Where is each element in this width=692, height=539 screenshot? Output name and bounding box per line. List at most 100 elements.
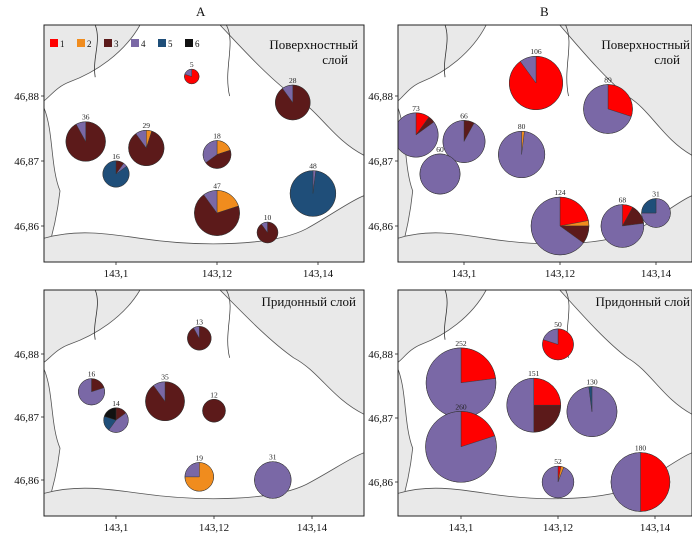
pie-outline (256, 221, 279, 244)
legend-swatch-2 (77, 39, 85, 47)
pie-chart: 48 (289, 162, 337, 217)
layer-title: Поверхностный (601, 37, 690, 52)
pie-chart: 252 (425, 339, 497, 418)
column-header-b: В (540, 4, 549, 19)
pie-count-label: 5 (190, 60, 194, 69)
pie-chart: 124 (530, 188, 590, 256)
pie-outline (102, 160, 130, 188)
pie-outline (145, 381, 185, 422)
legend-swatch-3 (104, 39, 112, 47)
pie-outline (254, 461, 292, 499)
pie-outline (641, 198, 671, 228)
y-tick-label: 46,87 (14, 412, 39, 424)
pie-chart: 52 (541, 457, 575, 499)
column-header-a: А (196, 4, 206, 19)
land-northwest (398, 25, 487, 102)
pie-chart: 10 (256, 213, 279, 244)
pie-count-label: 106 (530, 47, 542, 56)
pie-outline (289, 170, 337, 217)
pie-chart: 73 (398, 104, 439, 158)
y-tick-label: 46,87 (368, 156, 393, 168)
legend-swatch-1 (50, 39, 58, 47)
legend-swatch-6 (185, 39, 193, 47)
pie-outline (65, 121, 106, 162)
layer-title: слой (654, 52, 680, 67)
y-tick-label: 46,86 (368, 221, 393, 233)
y-tick-label: 46,86 (14, 221, 39, 233)
pie-chart: 35 (145, 373, 185, 422)
pie-chart: 29 (128, 121, 165, 167)
x-tick-label: 143,1 (449, 522, 474, 534)
pie-count-label: 151 (528, 369, 540, 378)
river-line (444, 290, 448, 340)
pie-count-label: 89 (604, 75, 612, 84)
pie-chart: 80 (498, 122, 546, 179)
pie-count-label: 47 (213, 181, 221, 190)
river-line (565, 25, 570, 97)
pie-count-label: 10 (264, 213, 272, 222)
pie-chart: 68 (600, 196, 645, 248)
pie-outline (583, 84, 633, 134)
pie-chart: 260 (425, 402, 497, 483)
pie-chart: 28 (275, 76, 311, 121)
x-tick-label: 143,14 (297, 522, 328, 534)
land-south (44, 452, 364, 516)
x-tick-label: 143,14 (303, 268, 334, 280)
panel-frame (43, 24, 365, 263)
pie-outline (600, 204, 645, 248)
pie-count-label: 18 (213, 131, 221, 140)
pie-count-label: 252 (455, 339, 467, 348)
pie-chart: 18 (202, 131, 232, 169)
river-line (226, 25, 231, 97)
x-tick-label: 143,1 (452, 268, 477, 280)
pie-chart: 180 (610, 443, 671, 512)
pie-chart: 19 (184, 453, 214, 492)
x-tick-label: 143,12 (199, 522, 229, 534)
pie-count-label: 13 (196, 317, 204, 326)
legend-label: 6 (195, 39, 200, 49)
pie-outline (530, 196, 590, 256)
legend-label: 5 (168, 39, 173, 49)
pie-outline (202, 399, 226, 423)
legend-label: 3 (114, 39, 119, 49)
y-tick-label: 46,88 (368, 349, 393, 361)
pie-outline (442, 120, 486, 163)
pie-outline (78, 378, 105, 406)
x-tick-label: 143,12 (545, 268, 575, 280)
map-panel-A-bottom: 13 16 35 12 14 19 31 Придонный слой 46,88 46,87 46… (14, 289, 365, 534)
river-line (94, 290, 98, 340)
pie-outline (275, 84, 311, 121)
pie-count-label: 180 (635, 443, 647, 452)
map-legend: 1 2 3 4 5 6 (50, 39, 200, 49)
pie-outline (419, 153, 461, 195)
pie-outline (425, 411, 497, 483)
panel-frame (397, 24, 692, 263)
land-northwest (398, 290, 487, 363)
pie-count-label: 19 (196, 453, 204, 462)
pie-count-label: 16 (88, 370, 96, 379)
y-tick-label: 46,86 (368, 477, 393, 489)
legend-swatch-5 (158, 39, 166, 47)
pie-count-label: 73 (412, 104, 420, 113)
pie-count-label: 68 (619, 196, 627, 205)
pie-chart: 31 (641, 190, 671, 228)
pie-chart: 31 (254, 453, 292, 499)
x-tick-label: 143,14 (641, 268, 672, 280)
pie-chart: 12 (202, 390, 226, 423)
pie-count-label: 130 (586, 378, 598, 387)
pie-count-label: 60 (436, 145, 444, 154)
pie-outline (187, 326, 212, 351)
pie-outline (103, 407, 129, 433)
layer-title: Придонный слой (261, 294, 356, 309)
river-line (226, 290, 231, 358)
y-tick-label: 46,87 (368, 413, 393, 425)
panel-frame (43, 289, 365, 517)
y-tick-label: 46,87 (14, 156, 39, 168)
pie-outline (566, 386, 618, 437)
x-tick-label: 143,1 (104, 522, 129, 534)
pie-outline (398, 112, 439, 158)
pie-chart: 13 (187, 317, 212, 351)
y-tick-label: 46,86 (14, 475, 39, 487)
